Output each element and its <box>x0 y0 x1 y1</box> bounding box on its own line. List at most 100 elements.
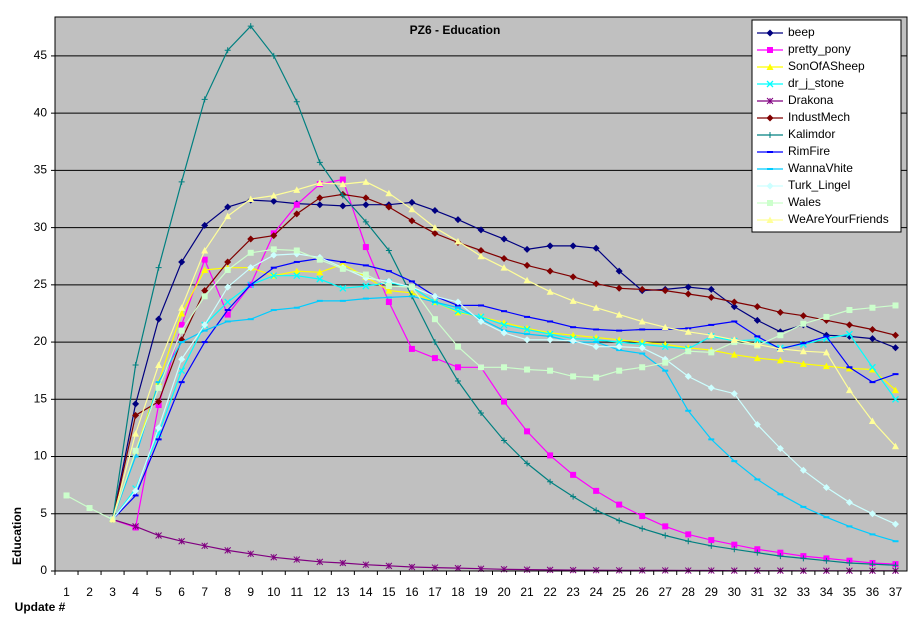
x-tick-label: 32 <box>774 585 788 599</box>
marker <box>708 349 715 356</box>
marker <box>685 538 692 545</box>
marker <box>730 390 738 398</box>
marker <box>339 559 347 567</box>
marker <box>132 411 140 419</box>
marker <box>546 242 554 250</box>
marker <box>593 374 600 381</box>
marker <box>661 287 669 295</box>
marker <box>270 553 278 561</box>
legend-label: dr_j_stone <box>788 76 844 90</box>
legend-label: beep <box>788 25 815 39</box>
marker <box>707 293 715 301</box>
x-tick-label: 33 <box>797 585 811 599</box>
marker <box>408 563 416 571</box>
marker <box>777 332 784 339</box>
marker <box>730 336 738 343</box>
marker <box>753 354 761 362</box>
series-layer <box>63 23 899 575</box>
marker <box>178 327 185 334</box>
marker <box>570 373 577 380</box>
marker <box>408 217 416 225</box>
marker <box>547 367 554 374</box>
marker <box>362 218 369 225</box>
marker <box>799 466 807 474</box>
legend-label: Kalimdor <box>788 127 835 141</box>
marker <box>799 360 807 367</box>
x-tick-label: 23 <box>566 585 580 599</box>
marker <box>766 29 774 37</box>
marker <box>615 343 623 351</box>
marker <box>616 501 623 508</box>
marker <box>753 316 761 324</box>
marker <box>385 247 392 254</box>
marker <box>86 505 93 512</box>
legend-label: Wales <box>788 195 821 209</box>
marker <box>385 299 392 306</box>
marker <box>547 478 554 485</box>
marker <box>247 550 255 558</box>
marker <box>431 316 438 323</box>
marker <box>178 537 186 545</box>
marker <box>615 267 623 275</box>
marker <box>132 361 139 368</box>
legend-label: RimFire <box>788 144 830 158</box>
marker <box>800 320 807 327</box>
x-tick-label: 28 <box>682 585 696 599</box>
marker <box>822 362 830 370</box>
marker <box>753 420 761 428</box>
marker <box>224 547 232 554</box>
x-tick-label: 18 <box>451 585 465 599</box>
marker <box>546 288 554 295</box>
legend-label: pretty_pony <box>788 42 851 56</box>
x-tick-label: 26 <box>636 585 650 599</box>
x-tick-label: 35 <box>843 585 857 599</box>
marker <box>316 268 324 276</box>
marker <box>477 252 485 260</box>
marker <box>454 564 462 572</box>
marker <box>615 566 623 574</box>
marker <box>777 553 784 560</box>
marker <box>754 549 761 556</box>
marker <box>431 292 439 300</box>
marker <box>615 284 623 292</box>
x-tick-label: 19 <box>474 585 488 599</box>
marker <box>339 180 347 188</box>
marker <box>270 192 278 199</box>
marker <box>408 289 416 296</box>
marker <box>662 359 669 366</box>
marker <box>639 525 646 532</box>
marker <box>293 201 300 208</box>
marker <box>316 275 324 283</box>
marker <box>730 351 738 358</box>
marker <box>385 189 393 197</box>
marker <box>661 567 669 574</box>
marker <box>523 276 531 284</box>
marker <box>408 284 415 291</box>
marker <box>224 283 232 291</box>
marker <box>339 176 346 183</box>
marker <box>339 202 347 210</box>
marker <box>869 561 876 568</box>
x-tick-label: 16 <box>405 585 419 599</box>
legend-label: Turk_Lingel <box>788 178 850 192</box>
y-tick-label: 20 <box>34 334 48 348</box>
marker <box>362 194 370 202</box>
marker <box>776 445 784 453</box>
marker <box>661 323 669 331</box>
x-tick-label: 27 <box>659 585 673 599</box>
marker <box>684 283 692 291</box>
marker <box>569 273 577 281</box>
marker <box>891 331 899 339</box>
x-tick-label: 31 <box>751 585 765 599</box>
marker <box>293 267 301 275</box>
marker <box>767 47 773 53</box>
marker <box>454 216 462 224</box>
marker <box>569 242 577 250</box>
x-tick-label: 24 <box>589 585 603 599</box>
marker <box>731 546 738 553</box>
marker <box>408 198 416 206</box>
marker <box>155 398 163 406</box>
marker <box>731 541 738 548</box>
marker <box>155 315 163 323</box>
marker <box>178 258 186 266</box>
